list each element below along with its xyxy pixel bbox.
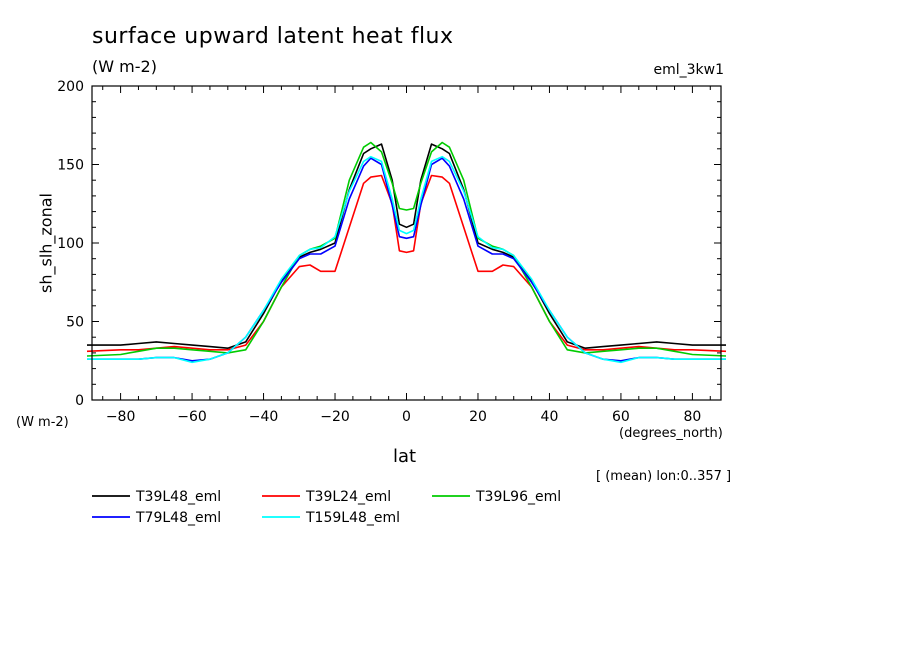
axis-layer: −80 −60 −40 −20 0 20 40 60 80 0 50 100 150 200 xyxy=(57,79,721,425)
x-axis-label: lat xyxy=(393,446,417,467)
y-tick-label: 0 xyxy=(75,393,84,409)
legend-label-T159L48_eml: T159L48_eml xyxy=(305,510,400,526)
y-tick-label: 100 xyxy=(57,236,84,252)
chart-units: (W m-2) xyxy=(92,57,157,76)
y-axis-units: (W m-2) xyxy=(16,415,69,430)
legend-label-T39L96_eml: T39L96_eml xyxy=(475,489,561,505)
averaging-note: [ (mean) lon:0..357 ] xyxy=(596,469,732,484)
x-tick-label: −80 xyxy=(106,409,136,425)
series-line-T39L96_eml xyxy=(86,141,727,357)
legend-label-T39L24_eml: T39L24_eml xyxy=(305,489,391,505)
legend: T39L48_eml T39L24_eml T39L96_eml T79L48_eml… xyxy=(92,489,561,526)
legend-label-T39L48_eml: T39L48_eml xyxy=(135,489,221,505)
experiment-label: eml_3kw1 xyxy=(653,62,724,78)
series-line-T159L48_eml xyxy=(87,155,726,364)
x-tick-label: 40 xyxy=(541,409,559,425)
series-layer xyxy=(86,141,727,364)
x-tick-label: −20 xyxy=(320,409,350,425)
x-tick-label: 0 xyxy=(402,409,411,425)
series-line-T39L24_eml xyxy=(86,174,727,353)
chart-title: surface upward latent heat flux xyxy=(92,24,454,49)
series-line-T39L48_eml xyxy=(87,143,726,350)
x-tick-label: 80 xyxy=(683,409,701,425)
x-tick-label: −40 xyxy=(249,409,279,425)
series-line-T79L48_eml xyxy=(87,157,726,362)
x-tick-label: −60 xyxy=(177,409,207,425)
y-tick-label: 50 xyxy=(66,315,84,331)
y-tick-label: 150 xyxy=(57,158,84,174)
x-axis-units: (degrees_north) xyxy=(619,426,723,441)
x-tick-label: 20 xyxy=(469,409,487,425)
y-tick-label: 200 xyxy=(57,79,84,95)
legend-label-T79L48_eml: T79L48_eml xyxy=(135,510,221,526)
plot-frame xyxy=(91,85,722,401)
x-tick-label: 60 xyxy=(612,409,630,425)
